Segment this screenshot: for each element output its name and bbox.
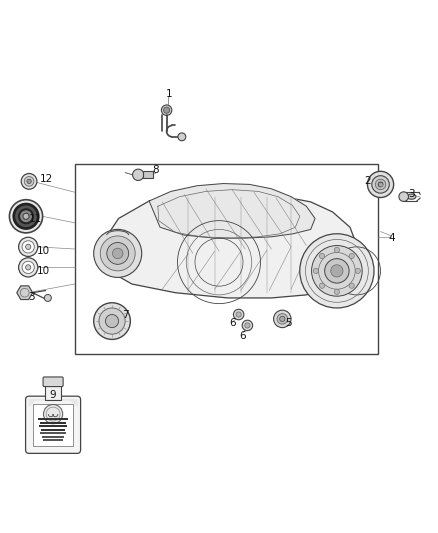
- Circle shape: [375, 179, 386, 190]
- Circle shape: [161, 105, 172, 116]
- Circle shape: [163, 107, 170, 113]
- Circle shape: [325, 259, 349, 283]
- Circle shape: [178, 133, 186, 141]
- Circle shape: [43, 405, 63, 424]
- Bar: [41, 429, 65, 431]
- Text: 6: 6: [240, 332, 246, 341]
- Circle shape: [274, 310, 291, 328]
- Text: 12: 12: [40, 174, 53, 184]
- FancyBboxPatch shape: [25, 396, 81, 454]
- Circle shape: [349, 253, 354, 259]
- Circle shape: [245, 323, 250, 328]
- Bar: [75, 164, 378, 354]
- Circle shape: [10, 200, 42, 233]
- Text: 2: 2: [364, 176, 371, 187]
- Text: 4: 4: [388, 233, 395, 243]
- Circle shape: [22, 241, 34, 253]
- Text: 7: 7: [122, 310, 128, 319]
- Circle shape: [233, 309, 244, 320]
- Circle shape: [319, 253, 325, 259]
- Circle shape: [18, 237, 38, 256]
- Bar: [43, 439, 63, 441]
- Circle shape: [367, 171, 394, 198]
- Circle shape: [113, 248, 123, 259]
- Bar: [42, 436, 64, 438]
- Text: 11: 11: [29, 214, 42, 224]
- Polygon shape: [17, 286, 32, 300]
- Bar: [38, 418, 68, 420]
- Circle shape: [319, 283, 325, 288]
- Text: 6: 6: [229, 318, 235, 328]
- Circle shape: [22, 261, 34, 273]
- Circle shape: [14, 204, 38, 229]
- Circle shape: [334, 247, 339, 253]
- Circle shape: [399, 192, 409, 201]
- Circle shape: [300, 234, 374, 308]
- Circle shape: [94, 303, 131, 340]
- Circle shape: [19, 209, 33, 223]
- Text: 3: 3: [28, 292, 35, 302]
- Circle shape: [27, 179, 31, 183]
- Text: 8: 8: [152, 165, 159, 175]
- Circle shape: [242, 320, 253, 330]
- Ellipse shape: [407, 194, 416, 199]
- Circle shape: [133, 169, 144, 181]
- Bar: [33, 404, 73, 446]
- Circle shape: [280, 316, 285, 321]
- Polygon shape: [29, 400, 77, 406]
- Polygon shape: [97, 191, 357, 298]
- Text: 10: 10: [37, 266, 50, 276]
- Circle shape: [25, 265, 31, 270]
- Circle shape: [107, 243, 129, 264]
- Circle shape: [94, 229, 142, 277]
- Circle shape: [21, 174, 37, 189]
- Circle shape: [25, 244, 31, 249]
- FancyBboxPatch shape: [43, 377, 63, 386]
- Circle shape: [331, 265, 343, 277]
- Circle shape: [372, 176, 389, 193]
- Bar: [40, 422, 66, 424]
- Circle shape: [23, 213, 29, 220]
- Circle shape: [349, 283, 354, 288]
- Polygon shape: [149, 183, 315, 238]
- Circle shape: [24, 176, 34, 186]
- Circle shape: [378, 182, 383, 187]
- Text: 9: 9: [49, 390, 56, 400]
- Text: 5: 5: [286, 318, 292, 328]
- Circle shape: [44, 294, 51, 302]
- Circle shape: [236, 312, 241, 317]
- Bar: [40, 432, 66, 434]
- Circle shape: [99, 308, 125, 334]
- Circle shape: [334, 289, 339, 294]
- Bar: [144, 171, 153, 179]
- Circle shape: [18, 258, 38, 277]
- Circle shape: [355, 268, 360, 273]
- Text: 10: 10: [37, 246, 50, 256]
- Circle shape: [277, 313, 288, 324]
- Text: 1: 1: [166, 89, 172, 99]
- Circle shape: [106, 314, 119, 328]
- Circle shape: [100, 236, 135, 271]
- Bar: [39, 425, 67, 427]
- Text: 3: 3: [408, 189, 414, 199]
- Circle shape: [313, 268, 318, 273]
- Circle shape: [311, 246, 362, 296]
- Bar: [45, 384, 61, 400]
